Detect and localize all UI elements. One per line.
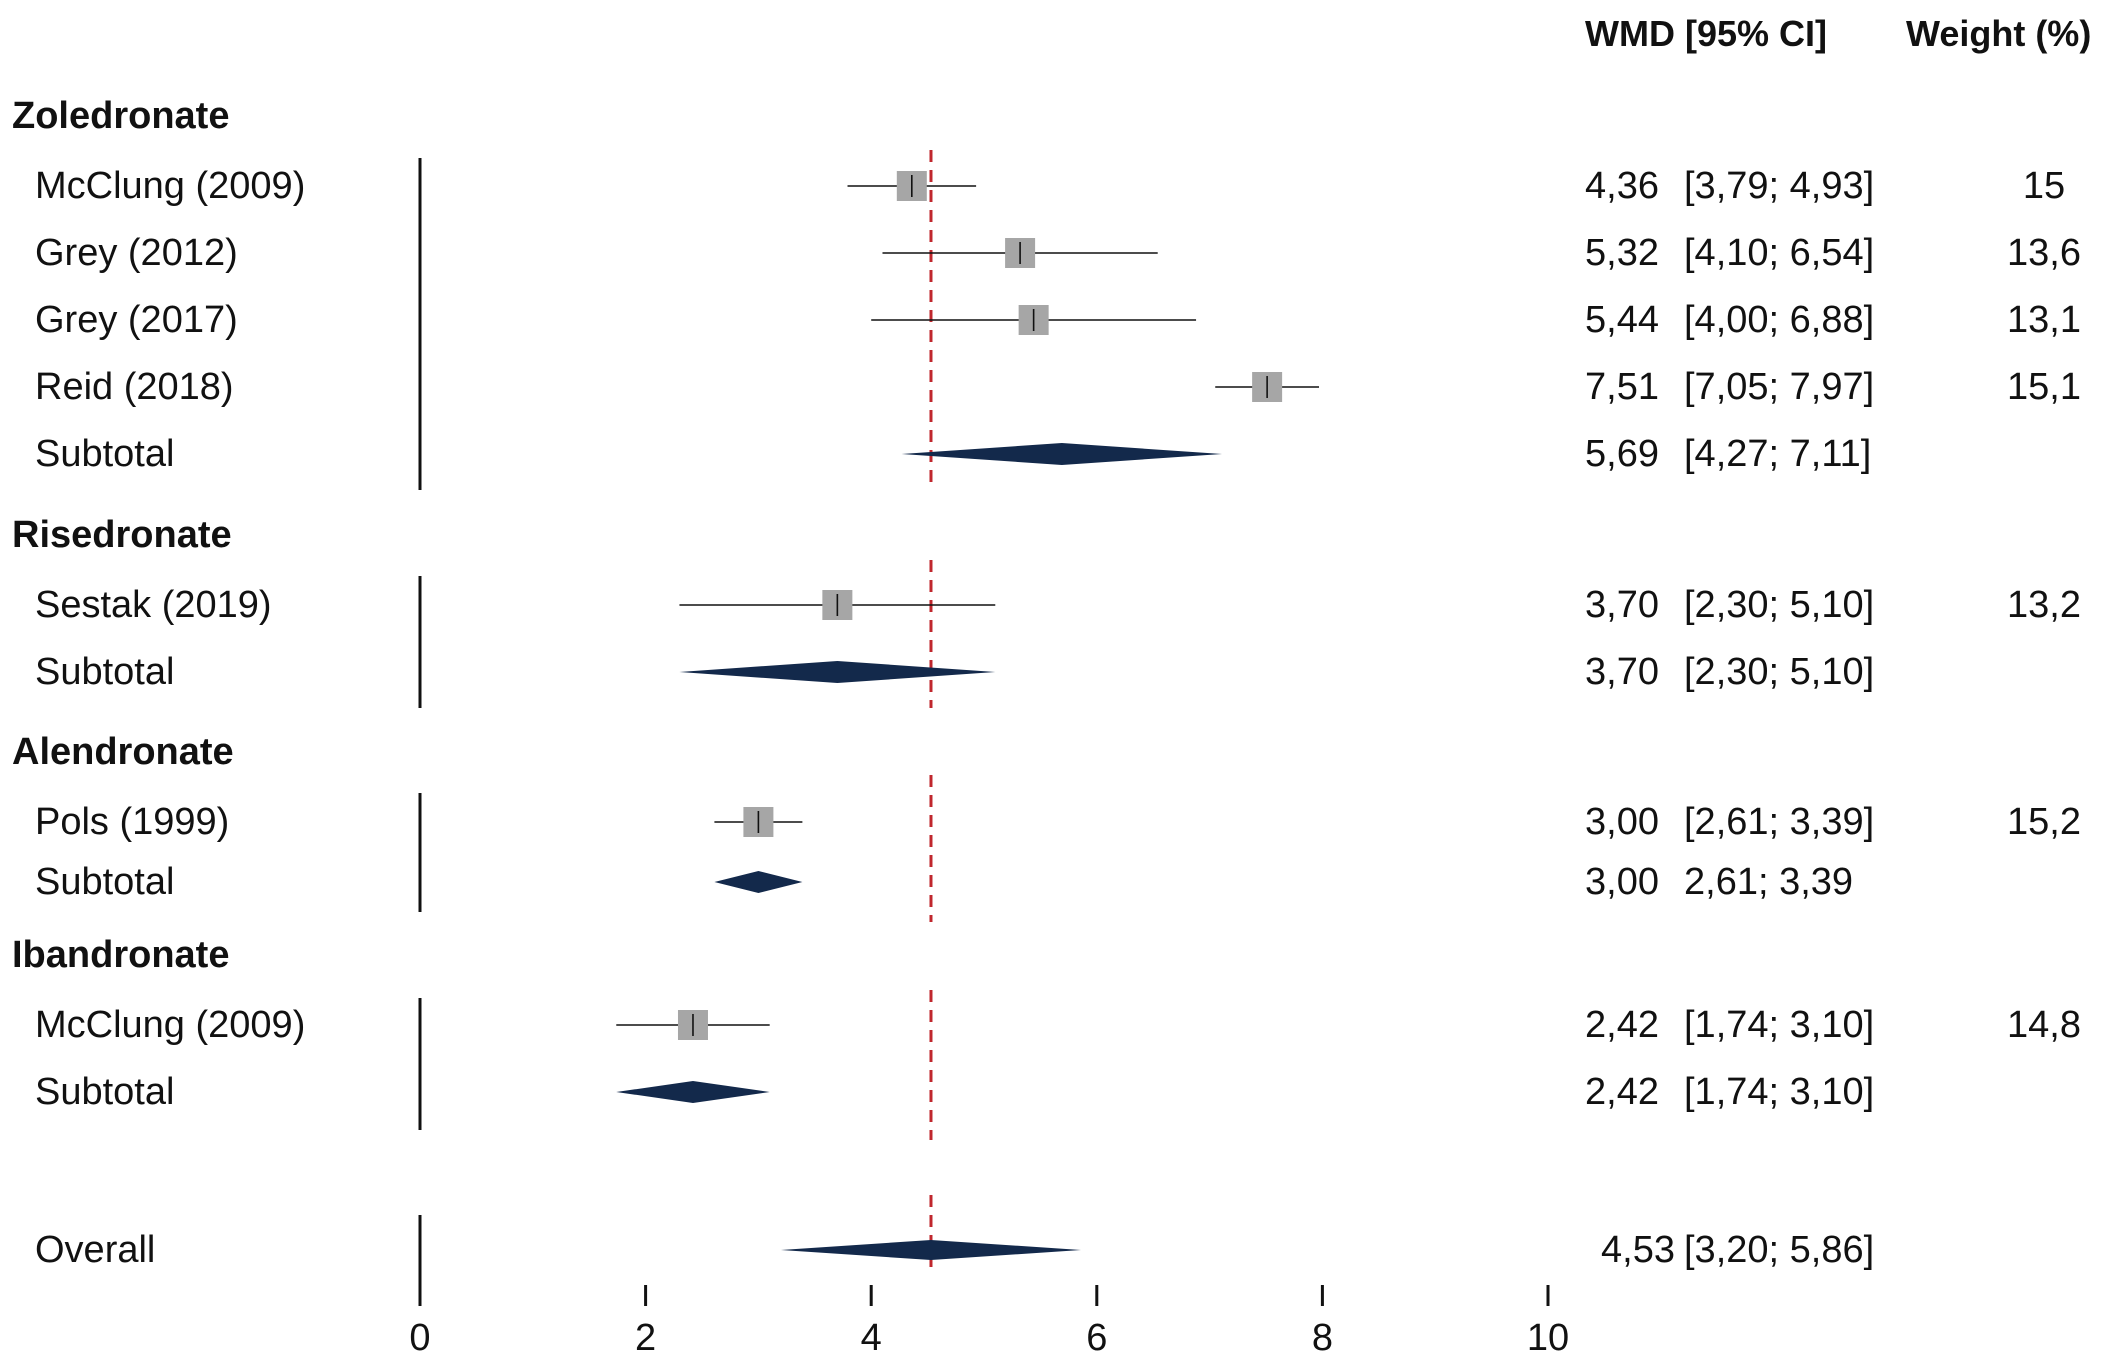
study-weight: 13,6 xyxy=(2007,232,2081,274)
study-effect-value: 2,42 xyxy=(1585,1004,1659,1046)
study-ci-range: [2,61; 3,39] xyxy=(1684,801,1874,843)
study-effect-value: 5,44 xyxy=(1585,299,1659,341)
subtotal-diamond xyxy=(679,661,996,683)
overall-ci-range: [3,20; 5,86] xyxy=(1684,1229,1874,1271)
subtotal-effect-value: 2,42 xyxy=(1585,1071,1659,1113)
study-weight: 15,1 xyxy=(2007,366,2081,408)
subtotal-effect-value: 3,00 xyxy=(1585,861,1659,903)
subtotal-ci-range: [4,27; 7,11] xyxy=(1684,433,1871,475)
study-weight: 15,2 xyxy=(2007,801,2081,843)
subtotal-ci-range: [1,74; 3,10] xyxy=(1684,1071,1874,1113)
effect-column-header: WMD [95% CI] xyxy=(1585,13,1827,54)
x-tick-label: 6 xyxy=(1086,1317,1107,1356)
study-ci-range: [7,05; 7,97] xyxy=(1684,366,1874,408)
group-heading: Zoledronate xyxy=(12,95,229,137)
study-ci-range: [2,30; 5,10] xyxy=(1684,584,1874,626)
study-label: McClung (2009) xyxy=(35,165,305,207)
subtotal-label: Subtotal xyxy=(35,861,174,903)
group-heading: Alendronate xyxy=(12,731,234,773)
x-tick-label: 0 xyxy=(409,1317,430,1356)
x-tick-label: 4 xyxy=(861,1317,882,1356)
x-tick-label: 2 xyxy=(635,1317,656,1356)
subtotal-effect-value: 3,70 xyxy=(1585,651,1659,693)
study-label: Pols (1999) xyxy=(35,801,229,843)
subtotal-diamond xyxy=(616,1081,770,1103)
study-label: Reid (2018) xyxy=(35,366,234,408)
study-label: Grey (2017) xyxy=(35,299,238,341)
study-label: Sestak (2019) xyxy=(35,584,272,626)
subtotal-ci-range: [2,30; 5,10] xyxy=(1684,651,1874,693)
study-weight: 15 xyxy=(2023,165,2065,207)
study-effect-value: 4,36 xyxy=(1585,165,1659,207)
overall-effect-value: 4,53 xyxy=(1601,1229,1675,1271)
subtotal-label: Subtotal xyxy=(35,1071,174,1113)
weight-column-header: Weight (%) xyxy=(1906,13,2091,54)
study-ci-range: [1,74; 3,10] xyxy=(1684,1004,1874,1046)
x-tick-label: 10 xyxy=(1527,1317,1569,1356)
group-heading: Ibandronate xyxy=(12,934,229,976)
subtotal-label: Subtotal xyxy=(35,651,174,693)
study-label: Grey (2012) xyxy=(35,232,238,274)
overall-label: Overall xyxy=(35,1229,155,1271)
study-ci-range: [4,00; 6,88] xyxy=(1684,299,1874,341)
subtotal-diamond xyxy=(714,871,803,893)
study-weight: 13,2 xyxy=(2007,584,2081,626)
subtotal-label: Subtotal xyxy=(35,433,174,475)
study-ci-range: [4,10; 6,54] xyxy=(1684,232,1874,274)
study-effect-value: 5,32 xyxy=(1585,232,1659,274)
study-weight: 13,1 xyxy=(2007,299,2081,341)
study-effect-value: 3,70 xyxy=(1585,584,1659,626)
study-effect-value: 7,51 xyxy=(1585,366,1659,408)
study-ci-range: [3,79; 4,93] xyxy=(1684,165,1874,207)
overall-diamond xyxy=(780,1240,1082,1260)
subtotal-ci-range: 2,61; 3,39 xyxy=(1684,861,1853,903)
group-heading: Risedronate xyxy=(12,514,232,556)
subtotal-diamond xyxy=(901,443,1223,465)
x-tick-label: 8 xyxy=(1312,1317,1333,1356)
study-effect-value: 3,00 xyxy=(1585,801,1659,843)
study-weight: 14,8 xyxy=(2007,1004,2081,1046)
study-label: McClung (2009) xyxy=(35,1004,305,1046)
subtotal-effect-value: 5,69 xyxy=(1585,433,1659,475)
